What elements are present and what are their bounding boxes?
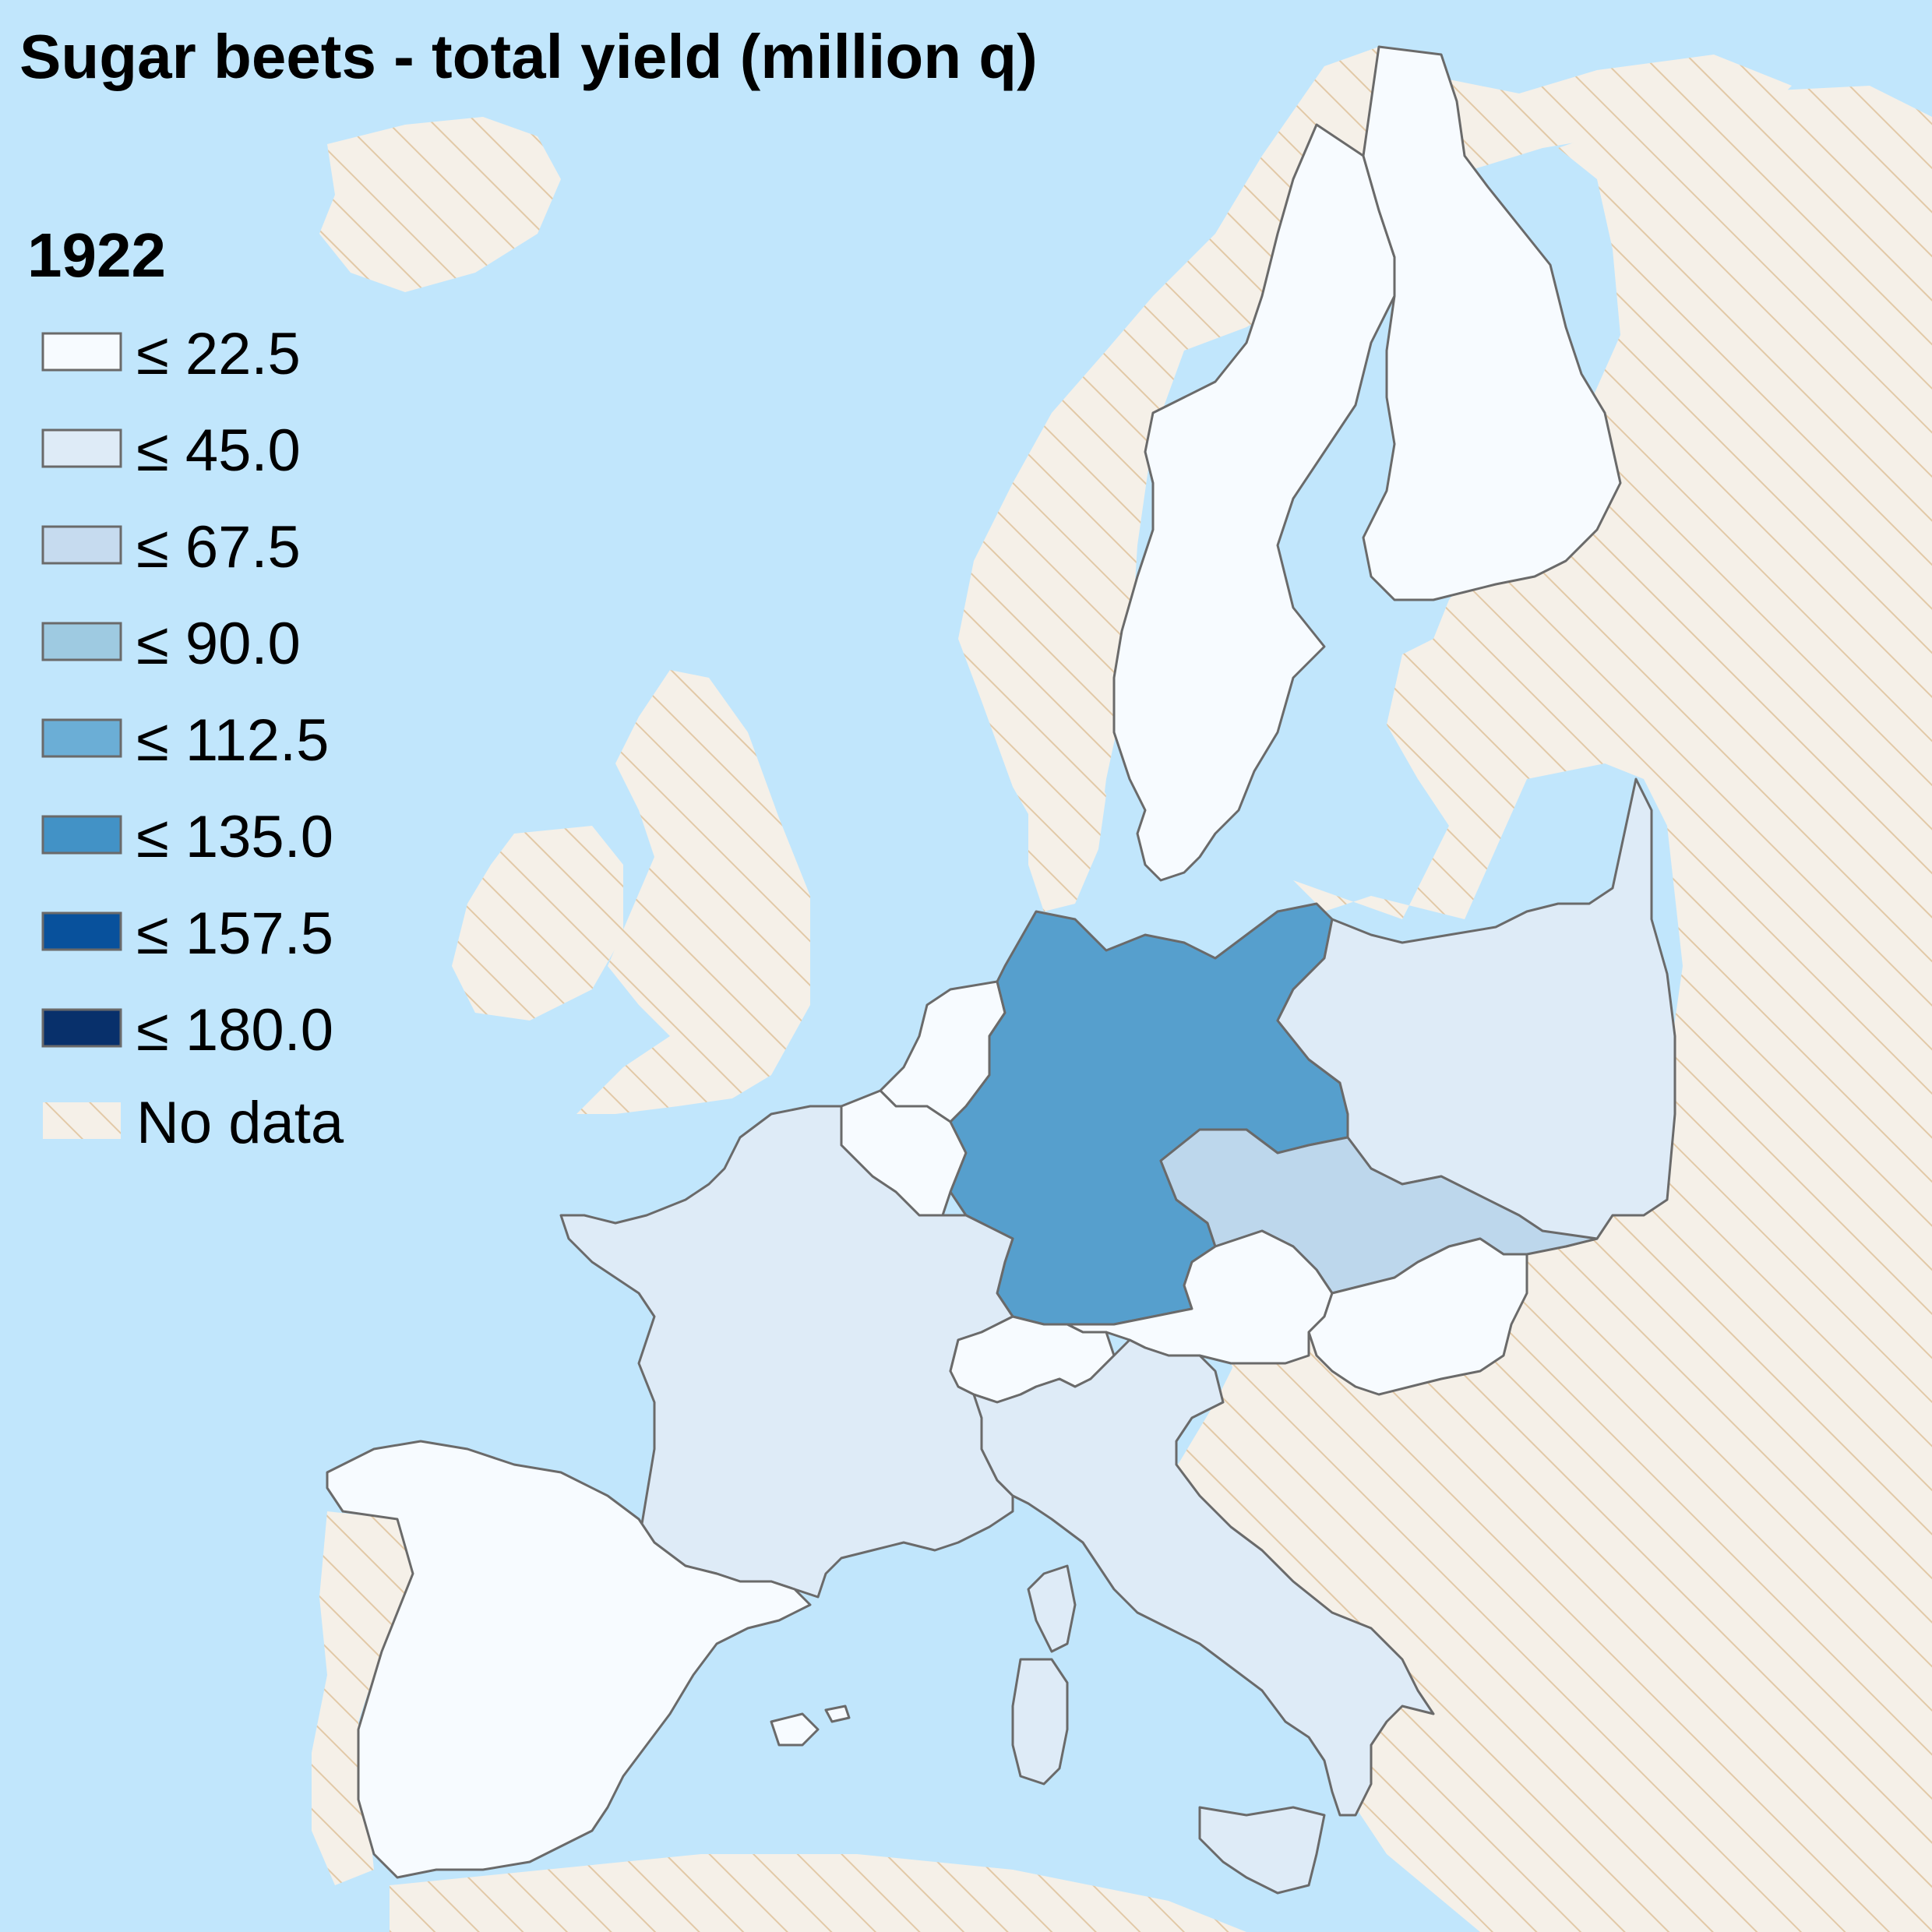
country-hungary[interactable] — [1307, 1237, 1528, 1396]
legend-item-6: ≤ 135.0 — [41, 804, 333, 870]
legend-swatch-3 — [41, 525, 122, 565]
north-africa-land — [390, 1854, 1246, 1932]
legend: 1922 ≤ 22.5 ≤ 45.0 ≤ 67.5 ≤ 90.0 ≤ 112.5… — [27, 220, 344, 1156]
legend-item-5: ≤ 112.5 — [41, 707, 329, 774]
denmark-land — [1028, 748, 1106, 911]
legend-label-7: ≤ 157.5 — [136, 901, 333, 967]
legend-swatch-6 — [41, 815, 122, 855]
great-britain-land — [576, 670, 810, 1114]
legend-item-7: ≤ 157.5 — [41, 901, 333, 967]
country-spain-menorca[interactable] — [824, 1705, 851, 1723]
country-italy-sicily[interactable] — [1198, 1806, 1326, 1895]
legend-item-2: ≤ 45.0 — [41, 418, 301, 484]
country-spain-balearic[interactable] — [770, 1712, 820, 1747]
legend-label-6: ≤ 135.0 — [136, 804, 333, 870]
legend-item-9: No data — [43, 1090, 344, 1156]
country-finland[interactable] — [1362, 45, 1622, 601]
ireland-land — [452, 826, 623, 1021]
legend-label-5: ≤ 112.5 — [136, 707, 329, 774]
country-sweden[interactable] — [1112, 123, 1396, 882]
country-italy-sardinia[interactable] — [1011, 1658, 1069, 1786]
legend-label-9: No data — [136, 1090, 344, 1156]
country-spain[interactable] — [326, 1440, 812, 1879]
legend-item-8: ≤ 180.0 — [41, 997, 333, 1063]
legend-swatch-8 — [41, 1008, 122, 1048]
legend-label-3: ≤ 67.5 — [136, 514, 301, 580]
legend-label-1: ≤ 22.5 — [136, 321, 301, 387]
legend-item-3: ≤ 67.5 — [41, 514, 301, 580]
legend-year: 1922 — [27, 220, 166, 290]
legend-swatch-1 — [41, 332, 122, 372]
no-data-land — [312, 47, 1932, 1932]
legend-swatch-5 — [41, 718, 122, 758]
legend-swatch-7 — [41, 911, 122, 951]
countries-with-data — [326, 45, 1676, 1895]
legend-label-2: ≤ 45.0 — [136, 418, 301, 484]
country-france[interactable] — [559, 1105, 1014, 1599]
iceland-land — [319, 117, 561, 292]
country-poland[interactable] — [1276, 777, 1676, 1248]
map-title: Sugar beets - total yield (million q) — [19, 22, 1038, 91]
legend-swatch-4 — [41, 622, 122, 661]
portugal-land — [312, 1511, 413, 1885]
legend-label-4: ≤ 90.0 — [136, 611, 301, 677]
legend-item-4: ≤ 90.0 — [41, 611, 301, 677]
legend-swatch-2 — [41, 428, 122, 468]
country-austria[interactable] — [1066, 1229, 1334, 1365]
balkans-land — [1231, 1363, 1792, 1932]
country-italy[interactable] — [972, 1338, 1435, 1817]
country-france-corsica[interactable] — [1027, 1564, 1077, 1653]
baltic-states-land — [1387, 623, 1605, 826]
legend-label-8: ≤ 180.0 — [136, 997, 333, 1063]
legend-item-1: ≤ 22.5 — [41, 321, 301, 387]
legend-swatch-no-data — [43, 1102, 121, 1139]
